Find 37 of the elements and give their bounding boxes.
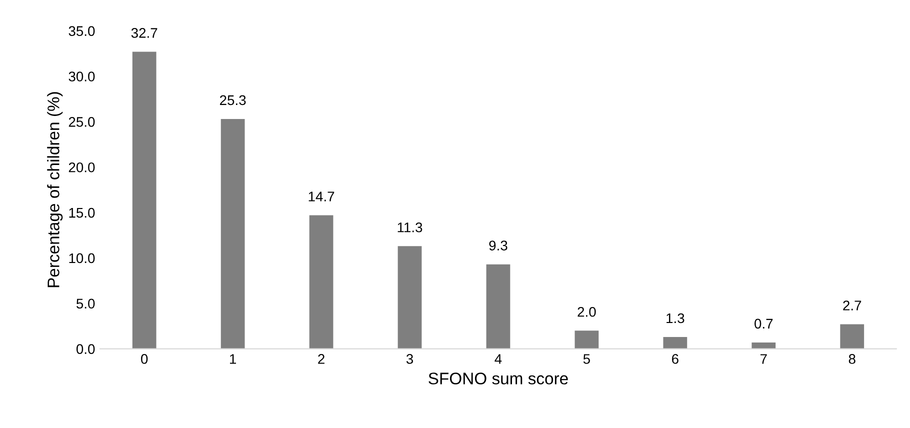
x-tick-label: 0 [141, 354, 148, 364]
x-tick-label: 3 [406, 354, 414, 364]
bar [220, 118, 245, 349]
bar [752, 342, 776, 349]
y-tick-label: 10.0 [69, 253, 95, 264]
bar [486, 264, 510, 349]
data-label: 11.3 [398, 222, 422, 232]
data-label: 25.3 [220, 95, 246, 106]
x-tick-label: 8 [848, 354, 856, 364]
data-label: 1.3 [666, 313, 684, 324]
data-label: 32.7 [131, 28, 158, 38]
y-tick-label: 0.0 [76, 344, 95, 354]
data-label: 2.0 [578, 306, 596, 317]
y-tick-label: 15.0 [69, 208, 95, 218]
y-tick-label: 5.0 [76, 298, 95, 309]
bar [132, 52, 156, 349]
bar [398, 246, 422, 349]
y-tick-label: 35.0 [68, 26, 95, 36]
x-tick-label: 6 [672, 354, 678, 364]
bar [574, 330, 599, 349]
data-label: 14.7 [308, 192, 334, 202]
bar [663, 337, 688, 349]
x-tick-label: 7 [760, 354, 767, 364]
x-tick-label: 2 [318, 354, 324, 364]
bar [309, 215, 334, 349]
y-tick-label: 25.0 [68, 117, 95, 127]
data-label: 0.7 [754, 318, 773, 329]
x-tick-label: 4 [494, 354, 502, 364]
x-tick-label: 5 [583, 354, 590, 364]
y-tick-label: 30.0 [68, 72, 95, 82]
y-tick-label: 20.0 [68, 162, 95, 172]
y-axis-title: Percentage of children (%) [47, 92, 63, 288]
x-axis-title: SFONO sum score [428, 372, 568, 384]
x-tick-label: 1 [230, 354, 236, 364]
data-label: 2.7 [843, 300, 862, 310]
bar [840, 324, 864, 349]
data-label: 9.3 [489, 240, 508, 250]
